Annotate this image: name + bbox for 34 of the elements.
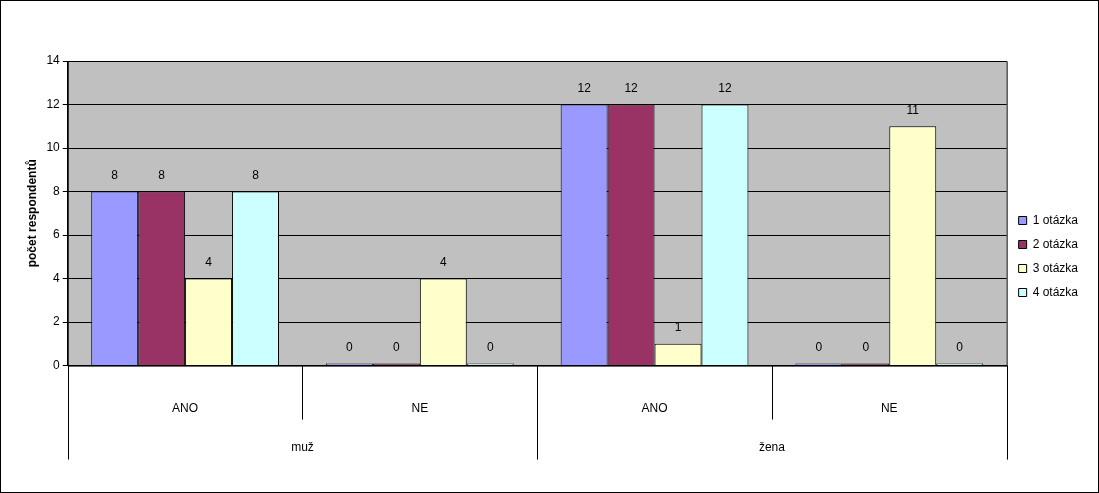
text: žena xyxy=(758,439,786,454)
data-label: 8 xyxy=(252,167,260,182)
data-label: 12 xyxy=(577,80,592,95)
data-label: 4 xyxy=(205,254,213,269)
x-tick-label: NE xyxy=(411,401,429,416)
text: muž xyxy=(291,439,314,454)
data-label: 12 xyxy=(718,80,732,95)
y-tick-label: 2 xyxy=(53,314,61,329)
data-label: 8 xyxy=(111,167,119,182)
data-label: 0 xyxy=(956,339,964,354)
data-label: 4 xyxy=(439,254,447,269)
y-tick-label: 4 xyxy=(53,270,61,285)
y-tick-label: 0 xyxy=(53,357,61,372)
data-label: 0 xyxy=(346,339,354,354)
y-tick-label: 14 xyxy=(46,53,61,68)
x-tick-label: NE xyxy=(880,401,898,416)
y-axis-title: počet respondentů xyxy=(24,159,39,268)
legend-label: 4 otázka xyxy=(1032,284,1079,299)
data-label: 0 xyxy=(486,339,494,354)
data-label: 11 xyxy=(906,102,920,117)
data-label: 0 xyxy=(393,339,401,354)
legend-label: 3 otázka xyxy=(1032,260,1079,275)
y-tick-label: 8 xyxy=(53,183,61,198)
data-label: 12 xyxy=(624,80,639,95)
legend-label: 1 otázka xyxy=(1032,212,1079,227)
y-tick-label: 6 xyxy=(53,227,61,242)
data-label: 0 xyxy=(815,339,823,354)
data-label: 8 xyxy=(158,167,166,182)
x-tick-label: ANO xyxy=(172,401,199,416)
x-tick-label: ANO xyxy=(641,401,668,416)
y-tick-label: 10 xyxy=(46,140,61,155)
y-tick-label: 12 xyxy=(46,96,61,111)
data-label: 0 xyxy=(862,339,870,354)
legend-label: 2 otázka xyxy=(1032,236,1079,251)
